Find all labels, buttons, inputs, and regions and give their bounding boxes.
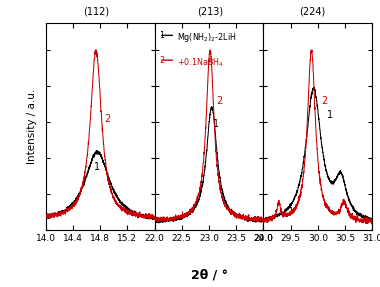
Text: 1: 1: [159, 31, 164, 40]
Text: 2: 2: [104, 114, 111, 124]
Text: 2θ / °: 2θ / °: [190, 268, 228, 281]
Text: +0.1NaBH$_4$: +0.1NaBH$_4$: [177, 56, 225, 69]
Text: 1: 1: [213, 119, 219, 129]
Text: 1: 1: [327, 110, 333, 120]
Y-axis label: Intensity / a.u.: Intensity / a.u.: [27, 89, 37, 164]
Text: 2: 2: [159, 56, 164, 65]
Text: Mg(NH$_2$)$_2$-2LiH: Mg(NH$_2$)$_2$-2LiH: [177, 31, 237, 44]
Text: 2: 2: [217, 96, 223, 106]
Text: (224): (224): [299, 7, 326, 17]
Text: 1: 1: [94, 162, 100, 172]
Text: (213): (213): [197, 7, 223, 17]
Text: 2: 2: [321, 96, 328, 106]
Text: (112): (112): [83, 7, 109, 17]
